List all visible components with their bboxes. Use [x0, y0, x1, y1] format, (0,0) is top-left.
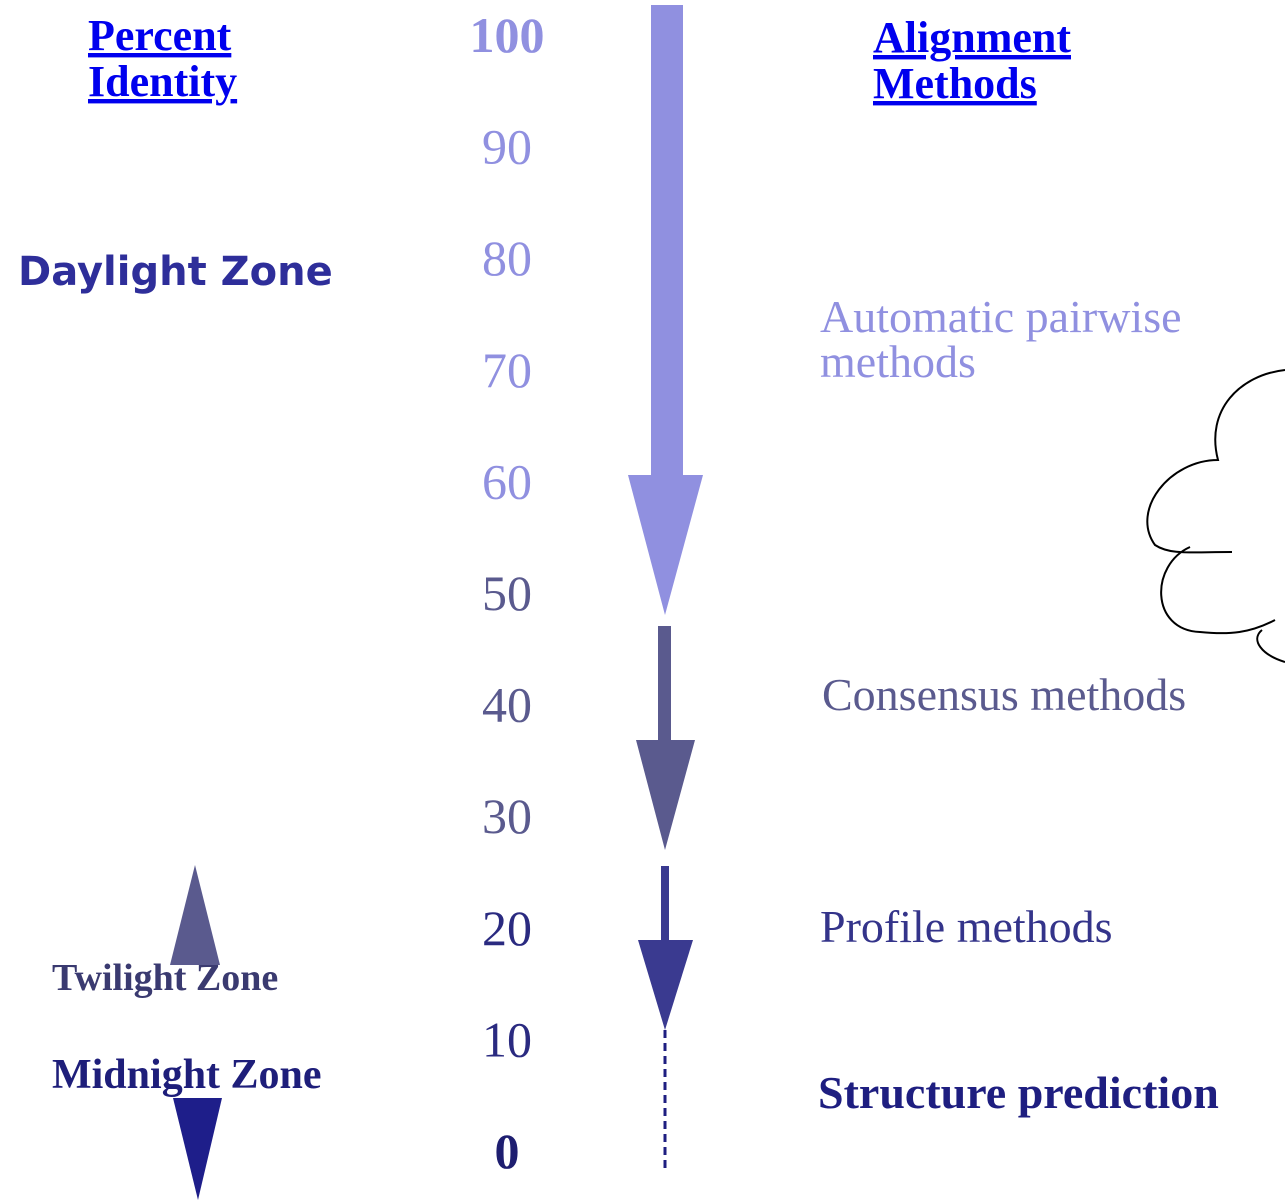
arrow-head [636, 740, 695, 850]
arrow-shaft [651, 5, 683, 477]
scale-label: 0 [495, 1123, 520, 1179]
zone-label: Twilight Zone [52, 957, 278, 999]
method-label: Automatic pairwise [820, 291, 1182, 342]
method-label: Structure prediction [818, 1067, 1219, 1118]
diagram: Percent Identity Alignment Methods Dayli… [0, 0, 1285, 1201]
scale-label: 60 [482, 453, 532, 509]
arrow-shaft [658, 626, 671, 742]
scale-label: 70 [482, 342, 532, 398]
scale-label: 30 [482, 788, 532, 844]
header-line: Percent [88, 11, 232, 60]
arrow-shaft [661, 866, 669, 942]
scale-label: 80 [482, 230, 532, 286]
arrows [170, 5, 703, 1200]
cloud-outline [1147, 370, 1285, 662]
scale-label: 10 [482, 1011, 532, 1067]
twilight-arrow [170, 865, 220, 965]
scale-label: 20 [482, 900, 532, 956]
arrow-head [628, 475, 703, 615]
method-label: Consensus methods [822, 669, 1186, 720]
scale-label: 50 [482, 565, 532, 621]
scale-label: 100 [470, 7, 545, 63]
header-line: Identity [88, 57, 237, 106]
method-label: methods [820, 336, 976, 387]
arrow-head [638, 940, 693, 1030]
zone-label: Daylight Zone [18, 249, 333, 295]
zone-label: Midnight Zone [52, 1052, 322, 1098]
scale-label: 40 [482, 677, 532, 733]
header-line: Methods [873, 59, 1037, 108]
midnight-arrow [173, 1098, 222, 1200]
method-label: Profile methods [820, 901, 1113, 952]
header-line: Alignment [873, 13, 1071, 62]
scale-label: 90 [482, 119, 532, 175]
